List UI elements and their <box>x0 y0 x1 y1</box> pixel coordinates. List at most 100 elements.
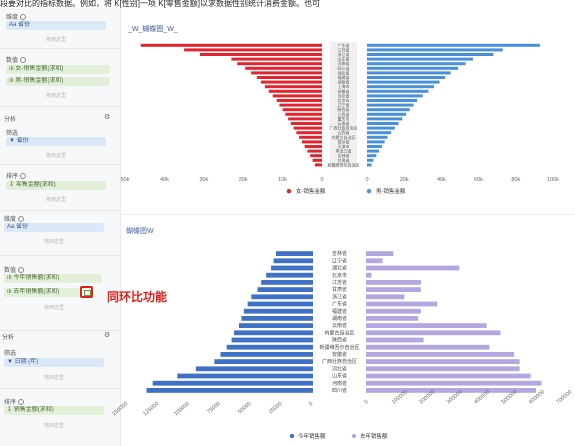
bar-female <box>231 57 322 61</box>
bar-female <box>260 80 322 84</box>
x-tick-label: 125000 <box>142 401 160 417</box>
bar-male <box>367 103 414 107</box>
drop-zone[interactable]: 拖到这里 <box>43 423 64 429</box>
compare-icon <box>84 290 91 296</box>
province-label: 陕西省 <box>332 337 347 344</box>
bar-last-year <box>366 308 421 314</box>
divider <box>0 388 120 389</box>
bar-this-year <box>241 316 313 321</box>
province-label: 四川省 <box>338 65 350 71</box>
filter-icon: ▼ <box>7 359 15 365</box>
bar-last-year <box>366 301 438 307</box>
bar-this-year <box>276 251 313 256</box>
bar-last-year <box>366 280 421 285</box>
x-tick-label: 80k <box>511 177 520 183</box>
province-label: 广西壮族自治区 <box>322 358 357 365</box>
drop-zone[interactable]: 拖到这里 <box>45 197 66 203</box>
province-label: 甘肃省 <box>338 157 350 163</box>
sort-field-retail-amount[interactable]: ↧ 零售金额(求和) <box>6 181 106 190</box>
sort-field-sales-amount[interactable]: ↧ 销售金额(求和) <box>4 406 104 415</box>
bar-male <box>367 66 459 70</box>
x-tick-label: 50000 <box>237 401 253 415</box>
value-field-female-sales[interactable]: ılı 女-销售金额(求和) <box>6 65 110 74</box>
bar-male <box>367 131 392 135</box>
province-label: 江西省 <box>338 111 350 117</box>
sort-section-label-2: 排序 <box>4 397 25 406</box>
province-label: 北京市 <box>338 97 350 103</box>
x-tick-label: 50k <box>121 177 130 183</box>
divider <box>0 210 120 211</box>
legend-marker-this-year <box>289 433 295 439</box>
province-label: 吉林省 <box>338 152 350 158</box>
filter-label-2: 筛选 <box>4 351 17 357</box>
bar-male <box>367 163 372 167</box>
annotation-yoy-feature: 同环比功能 <box>107 290 168 304</box>
legend-marker-male <box>366 189 372 194</box>
bar-female <box>251 71 322 75</box>
legend-label-this-year: 今年销售额 <box>298 432 326 440</box>
divider <box>0 330 120 331</box>
bar-this-year <box>234 330 313 336</box>
drop-zone[interactable]: 拖到这里 <box>45 93 66 99</box>
bar-last-year <box>366 359 520 364</box>
province-label: 内蒙古自治区 <box>332 134 356 140</box>
x-tick-label: 20k <box>239 177 248 183</box>
drop-zone[interactable]: 拖到这里 <box>43 375 64 381</box>
value-section-label-2: 数值 <box>4 265 25 274</box>
drop-zone[interactable]: 拖到这里 <box>43 239 64 245</box>
bar-last-year <box>366 344 490 350</box>
province-label: 浙江省 <box>332 293 347 300</box>
province-label: 广东省 <box>332 301 347 308</box>
province-label: 山东省 <box>338 56 350 62</box>
yoy-comparison-button[interactable] <box>80 286 93 298</box>
dimension-field-province[interactable]: Aa 省份 <box>6 21 106 30</box>
province-label: 黑龙江省 <box>336 148 352 154</box>
sort-icon: ↧ <box>7 407 14 413</box>
bar-last-year <box>366 330 501 336</box>
settings-icon[interactable]: ⚙ <box>104 332 111 339</box>
bar-last-year <box>366 380 542 386</box>
value-field-male-sales[interactable]: ılı 男-销售金额(求和) <box>6 77 110 86</box>
bar-this-year <box>152 380 313 386</box>
province-label: 山东省 <box>332 373 347 380</box>
bar-male <box>367 62 466 66</box>
info-icon <box>20 173 27 180</box>
province-label: 云南省 <box>338 120 350 126</box>
province-label: 湖南省 <box>332 315 347 322</box>
sort-icon: ↧ <box>9 182 16 188</box>
drop-zone[interactable]: 拖到这里 <box>43 305 64 311</box>
legend-label-female: 女-销售金额 <box>296 187 326 195</box>
drop-zone[interactable]: 拖到这里 <box>45 153 66 159</box>
bar-last-year <box>366 251 394 256</box>
province-label: 广东省 <box>338 42 350 48</box>
bar-female <box>256 76 322 79</box>
filter-field-date-year[interactable]: ▼ 日期 (年) <box>4 358 104 367</box>
bar-this-year <box>220 352 313 357</box>
bar-male <box>367 112 407 116</box>
value-field-last-year-sales[interactable]: ılı 去年销售额(求和) <box>4 288 88 297</box>
x-tick-label: 75000 <box>206 401 222 415</box>
bar-this-year <box>177 373 313 379</box>
bar-last-year <box>366 323 487 328</box>
bar-chart-icon: ılı <box>9 66 16 72</box>
province-label: 河南省 <box>338 60 350 66</box>
drop-zone[interactable]: 拖到这里 <box>45 37 66 43</box>
province-label: 甘肃省 <box>332 286 347 293</box>
filter-field-province[interactable]: ▼ 省份 <box>6 137 106 146</box>
bar-female <box>279 103 322 107</box>
province-label: 湖北省 <box>338 69 350 75</box>
value-field-this-year-sales[interactable]: ılı 今年销售额(求和) <box>4 274 102 283</box>
dimension-field-province-2[interactable]: Aa 省份 <box>4 223 104 232</box>
x-tick-label: 0 <box>365 177 368 183</box>
x-tick-label: 100000 <box>173 401 191 417</box>
sort-section-label: 排序 <box>6 171 27 180</box>
province-label: 湖南省 <box>338 79 350 85</box>
bar-female <box>307 149 322 153</box>
bar-this-year <box>257 287 313 292</box>
bar-male <box>367 145 382 148</box>
bar-male <box>367 154 377 158</box>
bar-female <box>296 131 322 135</box>
x-tick-label: 40k <box>160 177 169 183</box>
settings-icon[interactable]: ⚙ <box>104 114 111 121</box>
bar-this-year <box>271 265 313 271</box>
